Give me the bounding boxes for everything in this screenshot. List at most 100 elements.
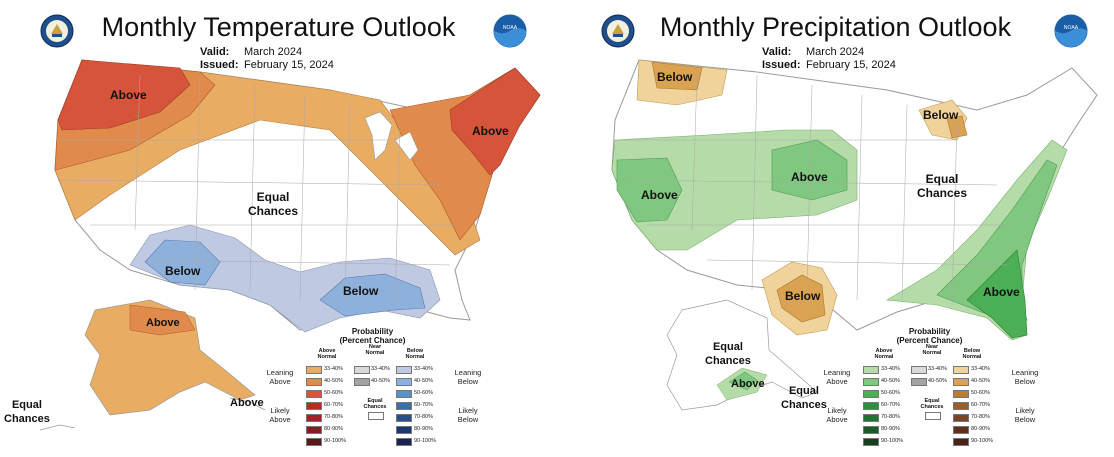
legend-below-swatch bbox=[396, 438, 412, 446]
legend-above-head: Above Normal bbox=[874, 348, 894, 360]
alaska-above-40 bbox=[728, 371, 758, 391]
label-above-w: Above bbox=[641, 188, 678, 202]
legend-above-range: 60-70% bbox=[881, 402, 900, 408]
legend-above-swatch bbox=[306, 438, 322, 446]
legend-below-range: 50-60% bbox=[414, 390, 433, 396]
legend-above-range: 50-60% bbox=[324, 390, 343, 396]
legend-equal: Equal Chances bbox=[920, 398, 944, 410]
precip-below-40-tx bbox=[776, 274, 826, 323]
temperature-valid: Valid: March 2024 bbox=[200, 46, 302, 59]
legend-below-range: 33-40% bbox=[414, 366, 433, 372]
label-below-s: Below bbox=[343, 284, 379, 298]
legend-leaning-above: Leaning Above bbox=[823, 368, 851, 386]
legend-leaning-above: Leaning Above bbox=[266, 368, 294, 386]
legend-below-swatch bbox=[953, 378, 969, 386]
temp-below-40-s bbox=[319, 273, 426, 317]
label-above-se: Above bbox=[983, 285, 1020, 299]
label-below-nw: Below bbox=[657, 70, 693, 84]
alaska bbox=[666, 299, 818, 411]
legend-below-swatch bbox=[953, 390, 969, 398]
legend-below-swatch bbox=[953, 402, 969, 410]
label-equal-ak2: Equal Chances bbox=[781, 384, 827, 412]
legend-above-range: 90-100% bbox=[324, 438, 347, 444]
equal-ak2-line1: Equal bbox=[788, 385, 819, 397]
issued-value: February 15, 2024 bbox=[244, 59, 334, 71]
label-below-sw: Below bbox=[165, 264, 201, 278]
legend-below-range: 60-70% bbox=[971, 402, 990, 408]
label-equal-chances: Equal Chances bbox=[917, 172, 967, 200]
temperature-legend: Probability (Percent Chance) Above Normal… bbox=[260, 324, 485, 456]
noaa-logo-icon: NOAA bbox=[1054, 14, 1088, 48]
legend-below-range: 40-50% bbox=[971, 378, 990, 384]
legend-below-swatch bbox=[953, 366, 969, 374]
legend-below-range: 80-90% bbox=[414, 426, 433, 432]
legend-above-range: 80-90% bbox=[324, 426, 343, 432]
precipitation-valid: Valid: March 2024 bbox=[762, 46, 864, 59]
precipitation-title: Monthly Precipitation Outlook bbox=[659, 12, 1012, 42]
legend-below-head: Below Normal bbox=[962, 348, 982, 360]
state-boundaries bbox=[615, 74, 1012, 306]
legend-below-swatch bbox=[953, 414, 969, 422]
legend-above-swatch bbox=[863, 438, 879, 446]
legend-above-range: 60-70% bbox=[324, 402, 343, 408]
legend-above-swatch bbox=[306, 414, 322, 422]
legend-below-swatch bbox=[396, 390, 412, 398]
legend-below-range: 80-90% bbox=[971, 426, 990, 432]
legend-near-range: 33-40% bbox=[371, 366, 390, 372]
legend-near-swatch bbox=[911, 366, 927, 374]
legend-leaning-below: Leaning Below bbox=[454, 368, 482, 386]
label-equal-ak: Equal Chances bbox=[705, 340, 751, 368]
precip-above-50-se bbox=[966, 249, 1028, 339]
precip-below-40-nw bbox=[651, 61, 703, 91]
legend-below-range: 33-40% bbox=[971, 366, 990, 372]
legend-above-swatch bbox=[863, 426, 879, 434]
equal-ak2-line2: Chances bbox=[781, 399, 827, 411]
legend-near-range: 33-40% bbox=[928, 366, 947, 372]
legend-title-2: (Percent Chance) bbox=[339, 336, 406, 345]
svg-text:NOAA: NOAA bbox=[1064, 25, 1079, 31]
label-above-ak: Above bbox=[146, 317, 180, 329]
legend-above-range: 33-40% bbox=[881, 366, 900, 372]
legend-below-swatch bbox=[396, 366, 412, 374]
temp-above-50-ne bbox=[449, 67, 541, 176]
legend-above-range: 40-50% bbox=[881, 378, 900, 384]
aleutians bbox=[39, 397, 266, 431]
legend-equal-swatch bbox=[925, 412, 941, 420]
temperature-map bbox=[39, 59, 541, 431]
equal-ak-line1: Equal bbox=[712, 341, 743, 353]
equal-ak-line2: Chances bbox=[705, 355, 751, 367]
legend-above-range: 50-60% bbox=[881, 390, 900, 396]
commerce-seal-icon bbox=[601, 14, 635, 48]
equal-ak-line1: Equal bbox=[11, 399, 42, 411]
legend-below-range: 60-70% bbox=[414, 402, 433, 408]
legend-above-swatch bbox=[306, 366, 322, 374]
equal-line2: Chances bbox=[917, 186, 968, 200]
legend-above-range: 80-90% bbox=[881, 426, 900, 432]
legend-title-2: (Percent Chance) bbox=[896, 336, 963, 345]
label-above-nw: Above bbox=[110, 88, 147, 102]
legend-near-range: 40-50% bbox=[371, 378, 390, 384]
equal-ak-line2: Chances bbox=[4, 413, 50, 425]
legend-likely-above: Likely Above bbox=[826, 406, 848, 424]
precipitation-legend: Probability (Percent Chance) Above Normal… bbox=[817, 324, 1042, 456]
temp-below-40-sw bbox=[144, 239, 221, 286]
legend-title-1: Probability bbox=[351, 327, 394, 336]
legend-below-head: Below Normal bbox=[405, 348, 425, 360]
legend-equal: Equal Chances bbox=[363, 398, 387, 410]
legend-above-swatch bbox=[863, 378, 879, 386]
precipitation-map bbox=[611, 59, 1098, 411]
legend-above-swatch bbox=[306, 378, 322, 386]
legend-above-swatch bbox=[306, 426, 322, 434]
legend-above-swatch bbox=[306, 390, 322, 398]
legend-likely-below: Likely Below bbox=[1014, 406, 1036, 424]
legend-below-range: 70-80% bbox=[414, 414, 433, 420]
alaska bbox=[84, 299, 256, 416]
label-above-ak: Above bbox=[731, 378, 765, 390]
temperature-outlook-panel: Monthly Temperature Outlook NOAA Valid: M… bbox=[4, 12, 541, 456]
legend-below-range: 50-60% bbox=[971, 390, 990, 396]
precipitation-issued: Issued: February 15, 2024 bbox=[762, 59, 896, 72]
legend-near-range: 40-50% bbox=[928, 378, 947, 384]
issued-label: Issued: bbox=[200, 59, 239, 71]
legend-above-range: 33-40% bbox=[324, 366, 343, 372]
legend-below-swatch bbox=[953, 438, 969, 446]
